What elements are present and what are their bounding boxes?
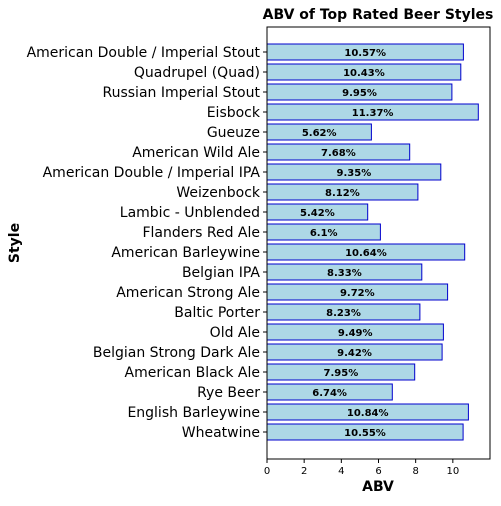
bar-value-label: 9.95% <box>342 88 377 99</box>
category-tick-label: Rye Beer <box>197 385 260 401</box>
bar-value-label: 10.64% <box>345 248 387 259</box>
y-axis-label: Style <box>7 223 23 263</box>
category-tick-label: Baltic Porter <box>174 305 260 321</box>
x-tick-label: 0 <box>264 466 270 477</box>
bar-value-label: 6.74% <box>312 388 347 399</box>
chart-title: ABV of Top Rated Beer Styles <box>263 7 494 23</box>
bar-value-label: 10.43% <box>343 68 385 79</box>
category-tick-label: American Strong Ale <box>116 285 260 301</box>
category-tick-label: Lambic - Unblended <box>120 205 260 221</box>
bar-value-label: 8.12% <box>325 188 360 199</box>
category-tick-label: Old Ale <box>210 325 260 341</box>
category-tick-label: American Double / Imperial Stout <box>27 45 261 61</box>
bar-value-label: 10.55% <box>344 428 386 439</box>
bar-value-label: 10.57% <box>344 48 386 59</box>
bar-value-label: 5.62% <box>302 128 337 139</box>
x-tick-label: 2 <box>301 466 307 477</box>
x-tick-label: 6 <box>375 466 381 477</box>
category-tick-label: Flanders Red Ale <box>142 225 260 241</box>
x-tick-label: 10 <box>446 466 459 477</box>
category-tick-label: American Black Ale <box>125 365 260 381</box>
category-tick-label: American Wild Ale <box>132 145 260 161</box>
bar-value-label: 9.42% <box>337 348 372 359</box>
category-tick-label: Gueuze <box>207 125 260 141</box>
category-tick-label: Wheatwine <box>182 425 260 441</box>
bar-value-label: 8.33% <box>327 268 362 279</box>
bar-value-label: 8.23% <box>326 308 361 319</box>
bar-value-label: 6.1% <box>310 228 338 239</box>
category-tick-label: English Barleywine <box>127 405 260 421</box>
bars-layer: 10.57% American Double / Imperial Stout 10… <box>27 43 479 477</box>
bar-value-label: 9.49% <box>338 328 373 339</box>
category-tick-label: Belgian IPA <box>182 265 260 281</box>
category-tick-label: American Double / Imperial IPA <box>43 165 261 181</box>
bar-value-label: 10.84% <box>347 408 389 419</box>
bar-value-label: 5.42% <box>300 208 335 219</box>
bar-value-label: 9.35% <box>337 168 372 179</box>
bar-value-label: 7.95% <box>324 368 359 379</box>
bar-value-label: 9.72% <box>340 288 375 299</box>
x-tick-label: 4 <box>338 466 344 477</box>
plot-frame <box>266 26 491 460</box>
category-tick-label: Russian Imperial Stout <box>103 85 261 101</box>
category-tick-label: American Barleywine <box>111 245 260 261</box>
category-tick-label: Quadrupel (Quad) <box>134 65 260 81</box>
bar-value-label: 7.68% <box>321 148 356 159</box>
bar-value-label: 11.37% <box>352 108 394 119</box>
x-axis-label: ABV <box>362 479 394 495</box>
category-tick-label: Eisbock <box>207 105 261 121</box>
x-tick-label: 8 <box>412 466 418 477</box>
category-tick-label: Weizenbock <box>176 185 261 201</box>
category-tick-label: Belgian Strong Dark Ale <box>93 345 260 361</box>
